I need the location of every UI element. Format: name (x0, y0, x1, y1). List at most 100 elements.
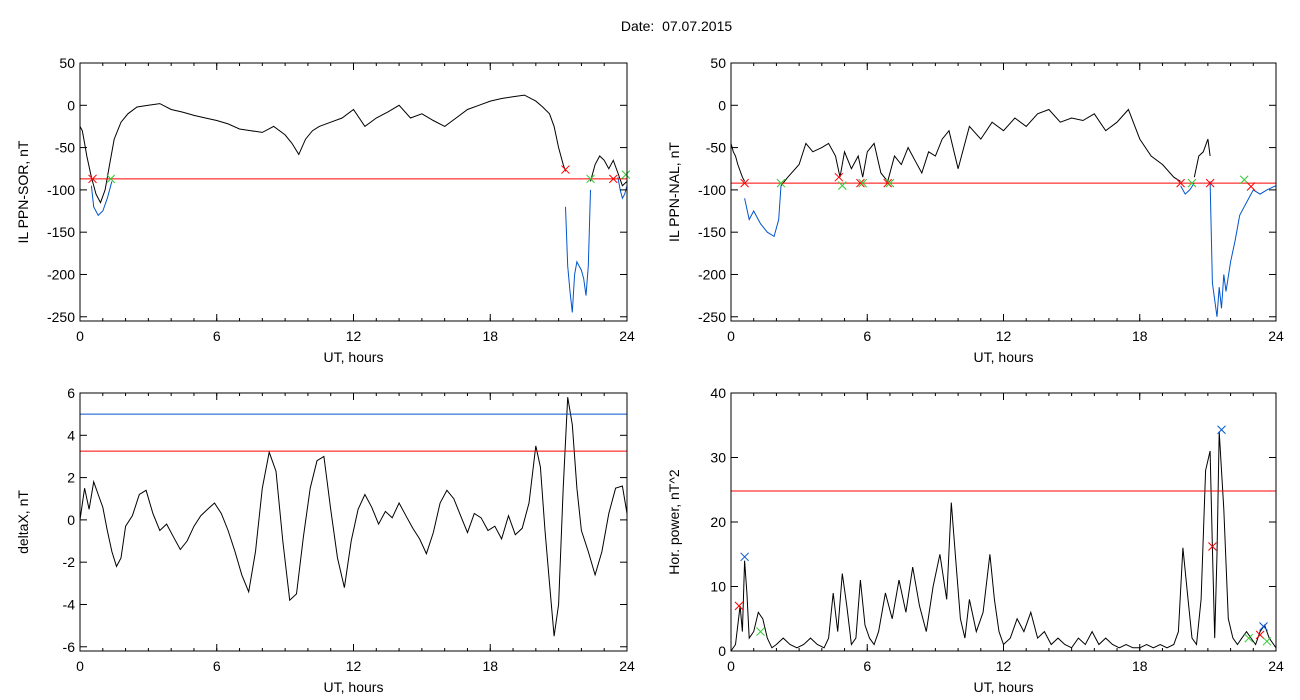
series-line (617, 177, 628, 200)
event-marker (1205, 178, 1215, 188)
x-tick-label: 12 (346, 658, 362, 674)
y-axis-label: Hor. power, nT^2 (666, 469, 682, 575)
marker-stroke (88, 174, 97, 184)
y-tick-label: -250 (47, 309, 75, 325)
marker-stroke (608, 174, 618, 184)
y-tick-label: -150 (47, 224, 75, 240)
marker-stroke (1244, 633, 1254, 643)
y-tick-label: 50 (59, 55, 75, 71)
event-marker (1259, 622, 1268, 631)
plot-frame (730, 62, 1277, 322)
x-tick-label: 0 (727, 658, 735, 674)
x-tick-label: 6 (213, 658, 221, 674)
x-axis-label: UT, hours (324, 349, 384, 365)
marker-stroke (621, 170, 631, 180)
chart-panel-hor-power: 0 6 12 18 24 40 30 20 10 0 UT, hours Hor. power, nT… (666, 385, 1284, 695)
series-line (730, 143, 746, 182)
marker-stroke (106, 174, 116, 184)
x-tick-label: 24 (1268, 658, 1284, 674)
y-tick-label: -200 (47, 266, 75, 282)
marker-stroke (586, 174, 595, 184)
series-line (730, 431, 1277, 652)
y-tick-label: -50 (706, 140, 726, 156)
y-tick-label: -4 (63, 596, 76, 612)
marker-stroke (776, 178, 786, 188)
x-tick-label: 0 (76, 328, 84, 344)
event-marker (740, 178, 749, 188)
y-axis-label: IL PPN-NAL, nT (666, 142, 682, 242)
event-marker (885, 178, 895, 188)
marker-stroke (1246, 182, 1256, 191)
event-marker (858, 178, 868, 188)
event-marker (883, 178, 893, 188)
y-tick-label: 20 (710, 514, 726, 530)
y-tick-label: -2 (63, 554, 76, 570)
y-axis-label: deltaX, nT (15, 490, 31, 554)
marker-stroke (1217, 425, 1226, 435)
y-tick-label: -150 (698, 224, 726, 240)
y-tick-label: 0 (718, 97, 726, 113)
y-tick-label: 6 (67, 385, 75, 401)
event-marker (1246, 182, 1256, 191)
plot-frame (79, 62, 628, 322)
y-tick-label: 0 (67, 97, 75, 113)
event-marker (1208, 542, 1217, 551)
marker-stroke (837, 181, 847, 191)
event-marker (586, 174, 595, 184)
series-line (780, 108, 1181, 187)
x-tick-label: 0 (76, 658, 84, 674)
event-marker (1244, 633, 1254, 643)
event-marker (608, 174, 618, 184)
event-marker (621, 170, 631, 180)
marker-stroke (1205, 178, 1215, 188)
event-marker (756, 627, 765, 637)
y-tick-label: 50 (710, 55, 726, 71)
x-tick-label: 24 (619, 328, 635, 344)
x-tick-label: 18 (482, 328, 498, 344)
marker-stroke (858, 178, 868, 188)
y-tick-label: 4 (67, 427, 75, 443)
y-tick-label: 30 (710, 450, 726, 466)
marker-stroke (1259, 622, 1268, 631)
x-axis-label: UT, hours (974, 679, 1034, 695)
y-tick-label: 0 (718, 643, 726, 659)
y-tick-label: 0 (67, 512, 75, 528)
marker-stroke (1176, 178, 1185, 188)
x-tick-label: 18 (1132, 328, 1148, 344)
y-tick-label: -100 (47, 182, 75, 198)
x-tick-label: 6 (863, 328, 871, 344)
y-tick-label: -250 (698, 309, 726, 325)
plot-frame (79, 392, 628, 652)
y-tick-label: -200 (698, 266, 726, 282)
series-line (1180, 182, 1195, 195)
x-tick-label: 24 (619, 658, 635, 674)
event-marker (1176, 178, 1185, 188)
marker-stroke (885, 178, 895, 188)
x-axis-label: UT, hours (324, 679, 384, 695)
x-tick-label: 12 (996, 658, 1012, 674)
event-marker (106, 174, 116, 184)
x-tick-label: 0 (727, 328, 735, 344)
y-tick-label: -100 (698, 182, 726, 198)
marker-stroke (756, 627, 765, 637)
x-tick-label: 24 (1268, 328, 1284, 344)
y-tick-label: 2 (67, 470, 75, 486)
marker-stroke (1262, 636, 1272, 646)
marker-stroke (1239, 175, 1249, 185)
event-marker (1217, 425, 1226, 435)
series-line (590, 155, 628, 187)
event-marker (834, 172, 844, 182)
event-marker (1187, 178, 1197, 188)
y-axis-label: IL PPN-SOR, nT (15, 140, 31, 243)
marker-stroke (1208, 542, 1217, 551)
series-line (744, 185, 782, 238)
series-line (1209, 181, 1277, 317)
y-tick-label: -6 (63, 639, 76, 655)
x-tick-label: 18 (1132, 658, 1148, 674)
marker-stroke (561, 165, 570, 174)
marker-stroke (740, 178, 749, 188)
marker-stroke (740, 552, 749, 562)
x-tick-label: 18 (482, 658, 498, 674)
event-marker (88, 174, 97, 184)
